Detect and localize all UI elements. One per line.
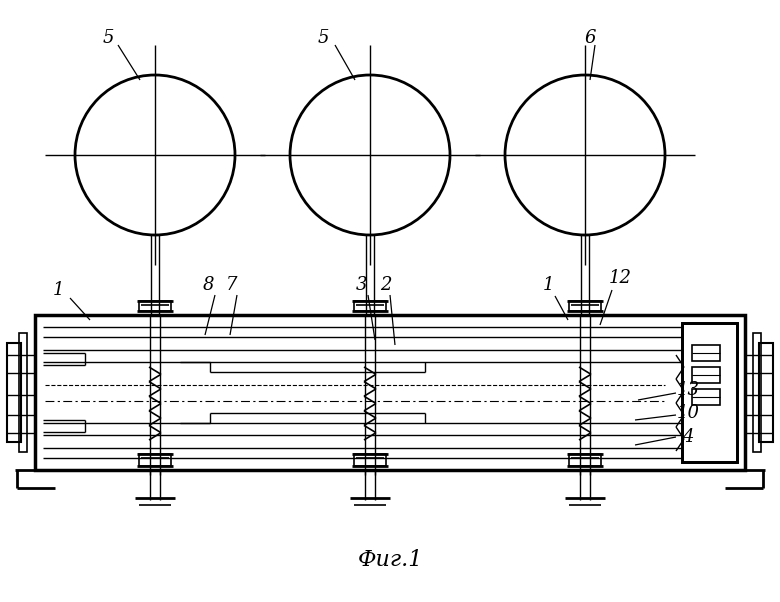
Text: 6: 6 [584, 29, 596, 47]
Bar [759, 343, 773, 442]
Bar [354, 454, 386, 466]
Text: 4: 4 [682, 428, 693, 446]
Text: 5: 5 [102, 29, 114, 47]
Text: 3: 3 [356, 276, 367, 294]
Text: 1: 1 [52, 281, 64, 299]
Bar [35, 315, 745, 470]
Text: 13: 13 [676, 381, 700, 399]
Bar [19, 333, 27, 452]
Text: Фиг.1: Фиг.1 [357, 549, 423, 571]
Text: 2: 2 [381, 276, 392, 294]
Text: 10: 10 [676, 404, 700, 422]
Bar [569, 454, 601, 466]
Text: 12: 12 [608, 269, 632, 287]
Text: 7: 7 [226, 276, 238, 294]
Bar [7, 343, 21, 442]
Bar [682, 323, 737, 462]
Bar [139, 454, 171, 466]
Bar [692, 367, 720, 383]
Bar [692, 389, 720, 405]
Text: 8: 8 [202, 276, 214, 294]
Bar [753, 333, 761, 452]
Text: 5: 5 [317, 29, 328, 47]
Bar [692, 345, 720, 361]
Bar [682, 323, 737, 462]
Bar [569, 301, 601, 311]
Bar [139, 301, 171, 311]
Text: 1: 1 [542, 276, 554, 294]
Bar [354, 301, 386, 311]
